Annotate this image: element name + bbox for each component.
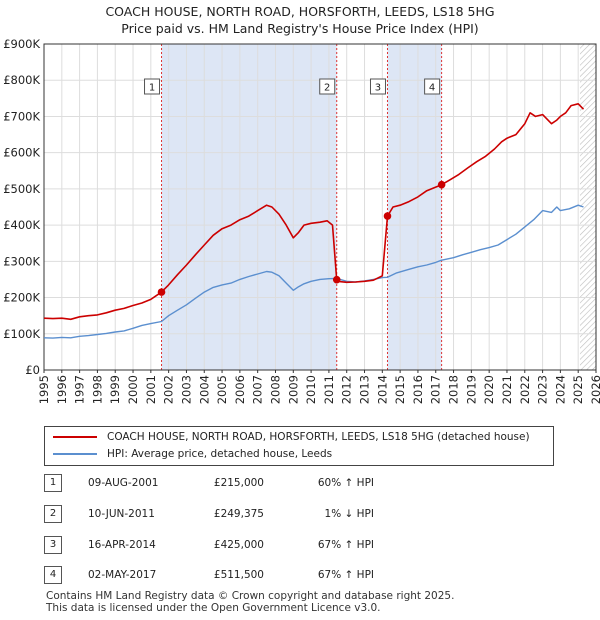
sale-point-3 [383, 212, 392, 220]
x-tick-label: 2016 [411, 375, 425, 404]
legend-property-swatch [53, 436, 97, 438]
x-tick-label: 2003 [179, 375, 193, 404]
y-tick-label: £700K [3, 109, 40, 123]
x-tick-label: 2019 [464, 375, 478, 404]
x-tick-label: 2005 [215, 375, 229, 404]
sale-hpi-change: 60% ↑ HPI [317, 477, 374, 489]
x-tick-label: 2004 [197, 375, 211, 404]
chart-subtitle: Price paid vs. HM Land Registry's House … [121, 21, 479, 36]
footer-copyright: Contains HM Land Registry data © Crown c… [46, 590, 455, 602]
sale-point-2 [332, 275, 341, 284]
legend-hpi-swatch [53, 453, 97, 455]
y-tick-label: £100K [3, 327, 40, 341]
price-chart: £0 £100K £200K £300K £400K £500K £600K £700K £80… [3, 37, 600, 404]
footer-licence: This data is licensed under the Open Gov… [46, 602, 381, 614]
x-tick-label: 2015 [393, 375, 407, 404]
sale-point-1 [157, 288, 166, 296]
x-tick-label: 2020 [482, 375, 496, 404]
chart-title: COACH HOUSE, NORTH ROAD, HORSFORTH, LEED… [105, 4, 495, 19]
x-tick-label: 2000 [126, 375, 140, 404]
sale-date: 02-MAY-2017 [88, 569, 157, 581]
sale-label-4: 4 [429, 83, 435, 94]
y-tick-label: £400K [3, 218, 40, 232]
legend-property-label: COACH HOUSE, NORTH ROAD, HORSFORTH, LEED… [107, 431, 530, 443]
x-tick-label: 2021 [500, 375, 514, 404]
sale-date: 10-JUN-2011 [88, 508, 155, 520]
y-tick-label: £300K [3, 254, 40, 268]
x-tick-label: 2012 [340, 375, 354, 404]
y-tick-label: £200K [3, 291, 40, 305]
legend: COACH HOUSE, NORTH ROAD, HORSFORTH, LEED… [44, 426, 554, 466]
x-tick-label: 2014 [375, 375, 389, 404]
x-tick-label: 1997 [73, 375, 87, 404]
property-price-line [43, 103, 585, 321]
table-row: 1 09-AUG-2001 £215,000 60% ↑ HPI [44, 473, 564, 493]
sale-label-box-1 [144, 78, 161, 95]
x-tick-label: 2025 [571, 375, 585, 404]
shaded-period-1 [161, 44, 337, 370]
x-tick-label: 2013 [358, 375, 372, 404]
x-tick-label: 2018 [447, 375, 461, 404]
sale-label-1: 1 [149, 83, 155, 94]
x-tick-label: 2024 [553, 375, 567, 404]
y-tick-label: £500K [3, 182, 40, 196]
y-tick-label: £900K [3, 37, 40, 51]
sale-hpi-change: 67% ↑ HPI [317, 539, 374, 551]
y-tick-label: £800K [3, 73, 40, 87]
shaded-period-2 [387, 44, 442, 370]
sale-number-badge: 1 [44, 474, 62, 492]
x-tick-label: 1996 [55, 375, 69, 404]
sale-point-4 [437, 180, 446, 189]
sale-label-box-4 [424, 78, 441, 95]
sale-label-2: 2 [324, 83, 330, 94]
x-tick-label: 2022 [518, 375, 532, 404]
x-tick-label: 2007 [251, 375, 265, 404]
sale-price: £511,500 [213, 569, 264, 581]
sale-number-badge: 3 [44, 536, 62, 554]
table-row: 4 02-MAY-2017 £511,500 67% ↑ HPI [44, 565, 564, 585]
x-tick-label: 2008 [268, 375, 282, 404]
x-tick-label: 2011 [322, 375, 336, 404]
plot-frame [43, 43, 597, 371]
x-tick-label: 2002 [162, 375, 176, 404]
x-tick-label: 2006 [233, 375, 247, 404]
sale-number-badge: 4 [44, 566, 62, 584]
x-tick-label: 2026 [589, 375, 600, 404]
future-hatch [579, 44, 596, 370]
sale-date: 09-AUG-2001 [88, 477, 159, 489]
sale-hpi-change: 67% ↑ HPI [317, 569, 374, 581]
hpi-line [43, 204, 584, 339]
sale-date: 16-APR-2014 [88, 539, 156, 551]
x-tick-label: 1998 [90, 375, 104, 404]
legend-hpi-label: HPI: Average price, detached house, Leed… [107, 448, 333, 460]
table-row: 3 16-APR-2014 £425,000 67% ↑ HPI [44, 535, 564, 555]
x-tick-label: 1995 [37, 375, 51, 404]
y-tick-label: £600K [3, 146, 40, 160]
x-tick-label: 2023 [536, 375, 550, 404]
table-row: 2 10-JUN-2011 £249,375 1% ↓ HPI [44, 504, 564, 524]
y-tick-label: £0 [25, 363, 40, 377]
x-tick-label: 2009 [286, 375, 300, 404]
sale-price: £425,000 [213, 539, 264, 551]
x-tick-label: 2001 [144, 375, 158, 404]
sale-price: £249,375 [213, 508, 264, 520]
x-tick-label: 1999 [108, 375, 122, 404]
sale-label-3: 3 [375, 83, 381, 94]
sale-price: £215,000 [213, 477, 264, 489]
x-tick-label: 2010 [304, 375, 318, 404]
sale-hpi-change: 1% ↓ HPI [324, 508, 374, 520]
sale-label-box-2 [319, 78, 336, 95]
sale-number-badge: 2 [44, 505, 62, 523]
sale-label-box-3 [369, 78, 386, 95]
x-tick-label: 2017 [429, 375, 443, 404]
